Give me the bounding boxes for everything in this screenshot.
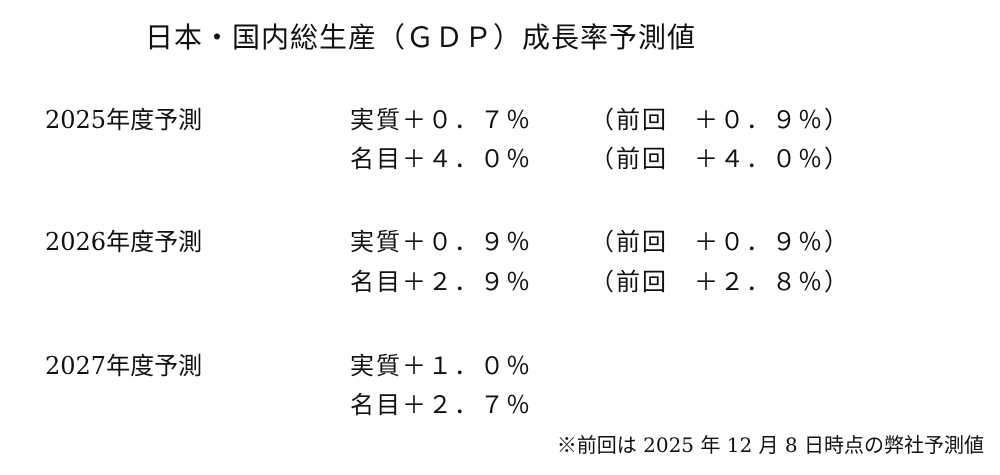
footnote: ※前回は 2025 年 12 月 8 日時点の弊社予測値 [556,433,984,457]
real-growth-previous: （前回 ＋０．９％） [590,228,850,256]
real-growth-previous: （前回 ＋０．９％） [590,106,850,134]
real-growth: 実質＋０．７％ [350,106,532,134]
nominal-growth-previous: （前回 ＋２．８％） [590,268,850,296]
nominal-growth: 名目＋２．７％ [350,391,532,419]
page-title: 日本・国内総生産（ＧＤＰ）成長率予測値 [145,21,697,54]
real-growth: 実質＋１．０％ [350,352,532,380]
forecast-label: 2026年度予測 [45,228,203,256]
real-growth: 実質＋０．９％ [350,228,532,256]
nominal-growth: 名目＋２．９％ [350,268,532,296]
nominal-growth: 名目＋４．０％ [350,145,532,173]
forecast-label: 2027年度予測 [45,352,203,380]
nominal-growth-previous: （前回 ＋４．０％） [590,145,850,173]
forecast-label: 2025年度予測 [45,106,203,134]
